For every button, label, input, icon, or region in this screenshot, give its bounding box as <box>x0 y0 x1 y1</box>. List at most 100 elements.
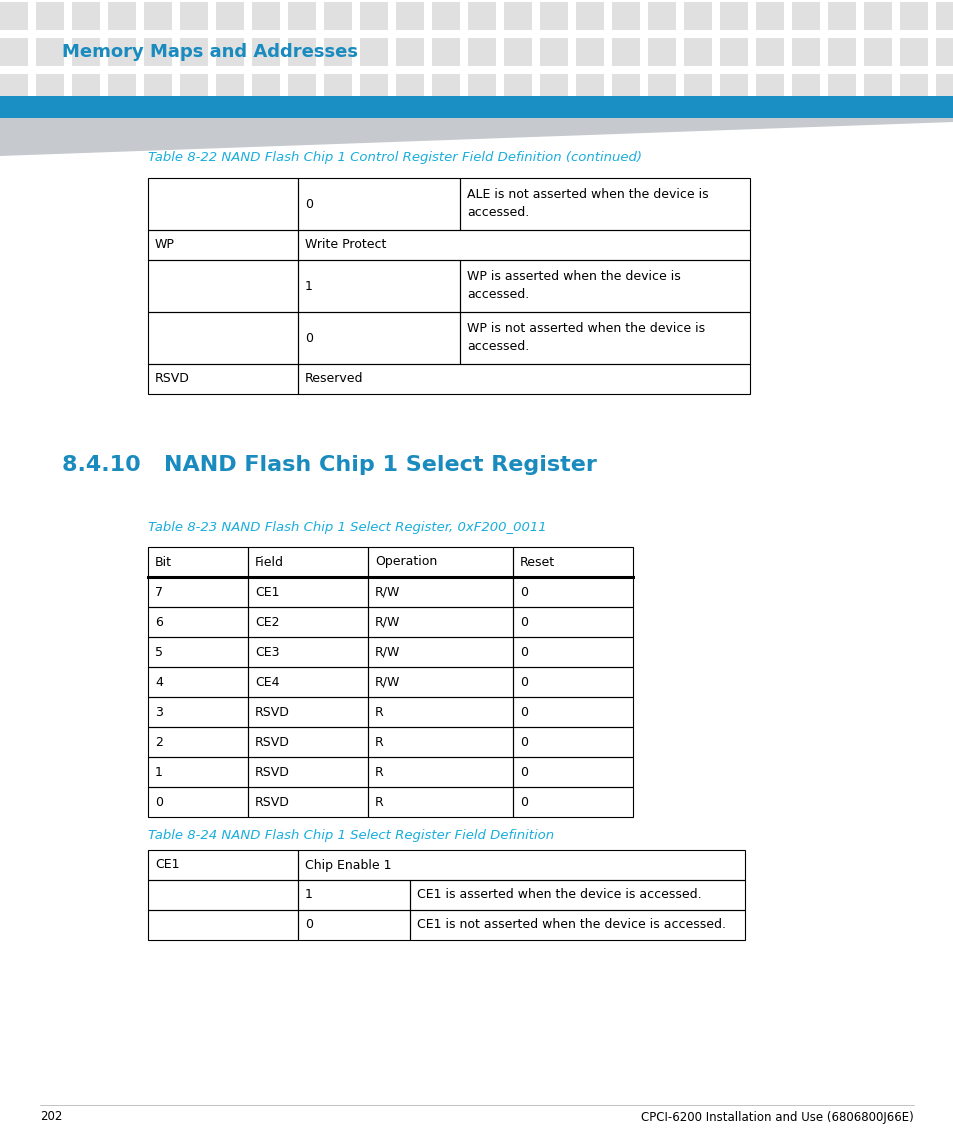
Text: 7: 7 <box>154 585 163 599</box>
Bar <box>359 74 388 102</box>
Bar <box>248 668 368 697</box>
Bar <box>513 577 633 607</box>
Bar <box>297 177 459 230</box>
Bar <box>0 74 28 102</box>
Bar <box>0 38 28 66</box>
Text: CPCI-6200 Installation and Use (6806800J66E): CPCI-6200 Installation and Use (6806800J… <box>640 1111 913 1123</box>
Bar <box>720 2 747 30</box>
Text: R/W: R/W <box>375 616 400 629</box>
Text: 0: 0 <box>154 796 163 808</box>
Text: Chip Enable 1: Chip Enable 1 <box>305 859 391 871</box>
Text: R: R <box>375 705 383 719</box>
Bar <box>863 38 891 66</box>
Bar <box>148 668 248 697</box>
Bar <box>368 727 513 757</box>
Text: WP is not asserted when the device is
accessed.: WP is not asserted when the device is ac… <box>467 323 704 354</box>
Bar <box>395 74 423 102</box>
Text: R/W: R/W <box>375 585 400 599</box>
Bar <box>148 850 297 881</box>
Text: Field: Field <box>254 555 284 569</box>
Text: CE3: CE3 <box>254 646 279 658</box>
Bar <box>368 697 513 727</box>
Bar <box>248 577 368 607</box>
Text: R/W: R/W <box>375 676 400 688</box>
Bar <box>144 38 172 66</box>
Bar <box>539 74 567 102</box>
Text: 0: 0 <box>519 616 527 629</box>
Bar <box>539 2 567 30</box>
Text: R: R <box>375 735 383 749</box>
Bar <box>252 74 280 102</box>
Bar <box>215 2 244 30</box>
Bar <box>647 2 676 30</box>
Bar <box>513 787 633 818</box>
Bar <box>410 910 744 940</box>
Bar <box>36 74 64 102</box>
Bar <box>503 38 532 66</box>
Bar <box>248 727 368 757</box>
Bar <box>368 668 513 697</box>
Bar <box>297 910 410 940</box>
Text: Operation: Operation <box>375 555 436 569</box>
Text: Write Protect: Write Protect <box>305 238 386 252</box>
Text: 0: 0 <box>519 735 527 749</box>
Bar <box>71 38 100 66</box>
Bar <box>576 38 603 66</box>
Text: CE4: CE4 <box>254 676 279 688</box>
Bar <box>324 38 352 66</box>
Bar <box>683 38 711 66</box>
Bar <box>248 757 368 787</box>
Bar <box>368 577 513 607</box>
Bar <box>432 74 459 102</box>
Text: ALE is not asserted when the device is
accessed.: ALE is not asserted when the device is a… <box>467 189 708 220</box>
Bar <box>539 38 567 66</box>
Bar <box>935 2 953 30</box>
Bar <box>248 607 368 637</box>
Bar <box>0 2 28 30</box>
Bar <box>248 787 368 818</box>
Text: 0: 0 <box>519 705 527 719</box>
Bar <box>148 577 248 607</box>
Text: RSVD: RSVD <box>254 796 290 808</box>
Bar <box>576 74 603 102</box>
Text: RSVD: RSVD <box>254 735 290 749</box>
Bar <box>297 364 749 394</box>
Bar <box>36 2 64 30</box>
Bar <box>513 637 633 668</box>
Bar <box>513 727 633 757</box>
Text: 0: 0 <box>305 332 313 345</box>
Text: 0: 0 <box>519 766 527 779</box>
Bar <box>647 38 676 66</box>
Bar <box>755 2 783 30</box>
Bar <box>297 881 410 910</box>
Bar <box>720 38 747 66</box>
Bar <box>368 607 513 637</box>
Text: RSVD: RSVD <box>154 372 190 386</box>
Text: R: R <box>375 766 383 779</box>
Bar <box>899 74 927 102</box>
Bar <box>248 547 368 577</box>
Text: 0: 0 <box>519 796 527 808</box>
Text: Table 8-22 NAND Flash Chip 1 Control Register Field Definition (continued): Table 8-22 NAND Flash Chip 1 Control Reg… <box>148 151 641 165</box>
Bar <box>368 637 513 668</box>
Bar <box>503 74 532 102</box>
Bar <box>148 637 248 668</box>
Bar <box>827 38 855 66</box>
Bar <box>513 668 633 697</box>
Bar <box>720 74 747 102</box>
Bar <box>148 727 248 757</box>
Text: 6: 6 <box>154 616 163 629</box>
Bar <box>513 607 633 637</box>
Bar <box>368 547 513 577</box>
Bar <box>683 2 711 30</box>
Text: 0: 0 <box>519 646 527 658</box>
Text: WP: WP <box>154 238 174 252</box>
Bar <box>297 850 744 881</box>
Bar <box>252 2 280 30</box>
Bar <box>513 697 633 727</box>
Bar <box>791 38 820 66</box>
Bar <box>148 881 297 910</box>
Bar <box>459 260 749 311</box>
Bar <box>148 787 248 818</box>
Bar <box>288 38 315 66</box>
